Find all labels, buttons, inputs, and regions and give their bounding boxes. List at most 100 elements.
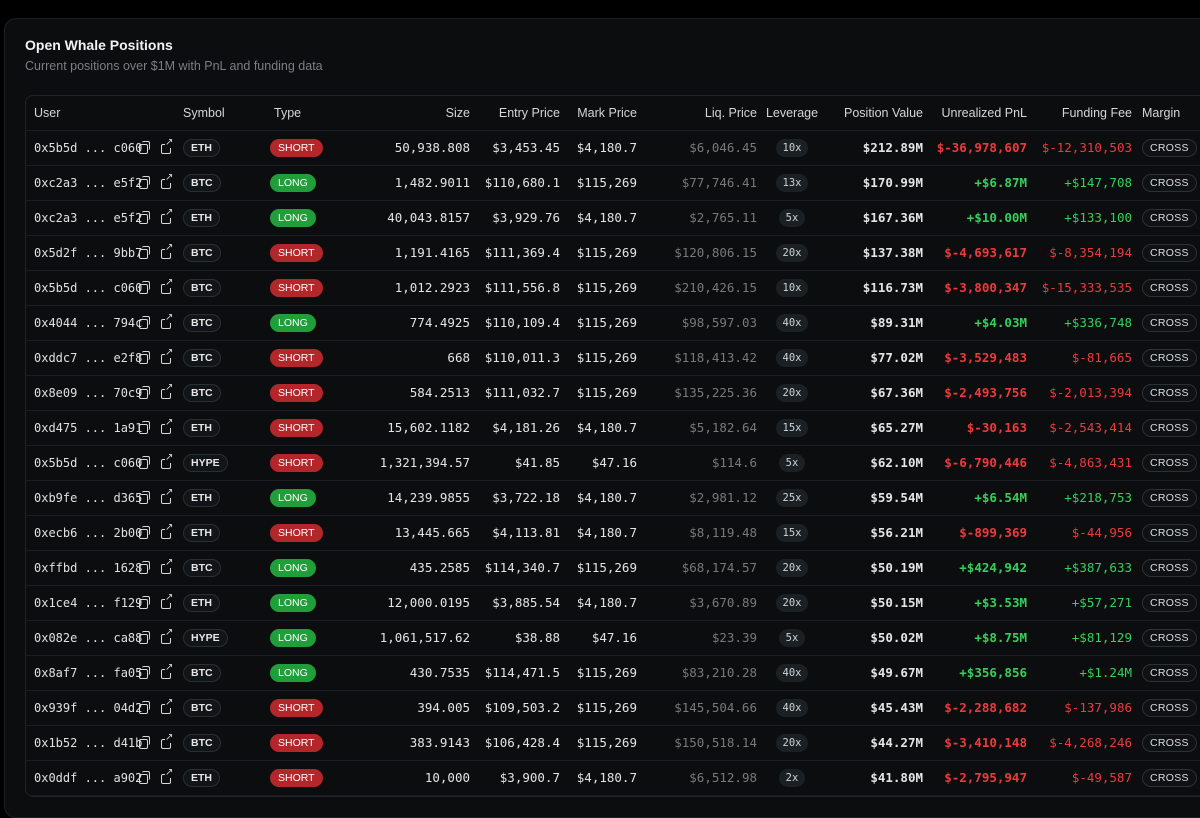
column-header-position-value[interactable]: Position Value [827, 96, 923, 131]
external-link-icon[interactable] [160, 242, 174, 260]
margin-badge: CROSS [1142, 768, 1197, 787]
copy-icon[interactable] [138, 595, 152, 610]
user-address[interactable]: 0x939f ... 04d2 [34, 700, 143, 715]
user-address[interactable]: 0x5b5d ... c060 [34, 140, 143, 155]
column-header-liq-price[interactable]: Liq. Price [637, 96, 757, 131]
table-row[interactable]: 0x1ce4 ... f129 ETH LONG 12,000.0195$3,885.… [26, 585, 1200, 621]
copy-icon[interactable] [138, 385, 152, 400]
user-address[interactable]: 0xb9fe ... d365 [34, 490, 143, 505]
size-cell: 1,191.4165 [352, 235, 470, 271]
user-address[interactable]: 0x8af7 ... fa05 [34, 665, 143, 680]
user-address[interactable]: 0xecb6 ... 2b00 [34, 525, 143, 540]
copy-icon[interactable] [138, 770, 152, 785]
user-address[interactable]: 0x1ce4 ... f129 [34, 595, 143, 610]
copy-icon[interactable] [138, 455, 152, 470]
external-link-icon[interactable] [160, 207, 174, 225]
external-link-icon[interactable] [160, 487, 174, 505]
copy-icon[interactable] [138, 140, 152, 155]
symbol-cell: ETH [183, 480, 270, 516]
table-row[interactable]: 0x5d2f ... 9bb7 BTC SHORT 1,191.4165$111,36… [26, 235, 1200, 271]
external-link-icon[interactable] [160, 137, 174, 155]
user-address[interactable]: 0xddc7 ... e2f8 [34, 350, 143, 365]
leverage-badge: 40x [775, 348, 809, 367]
column-header-margin[interactable]: Margin [1132, 96, 1200, 131]
table-row[interactable]: 0x082e ... ca88 HYPE LONG 1,061,517.62$38.8… [26, 620, 1200, 656]
column-header-user[interactable]: User [26, 96, 183, 131]
external-link-icon[interactable] [160, 172, 174, 190]
external-link-icon[interactable] [160, 662, 174, 680]
leverage-cell: 40x [757, 340, 827, 376]
copy-icon[interactable] [138, 175, 152, 190]
user-address[interactable]: 0xc2a3 ... e5f2 [34, 175, 143, 190]
user-address[interactable]: 0xc2a3 ... e5f2 [34, 210, 143, 225]
external-link-icon[interactable] [160, 522, 174, 540]
table-row[interactable]: 0xffbd ... 1628 BTC LONG 435.2585$114,340.7… [26, 550, 1200, 586]
table-row[interactable]: 0x0ddf ... a902 ETH SHORT 10,000$3,900.7$4,… [26, 760, 1200, 796]
copy-icon[interactable] [138, 315, 152, 330]
column-header-unrealized-pnl[interactable]: Unrealized PnL [923, 96, 1027, 131]
column-header-symbol[interactable]: Symbol [183, 96, 270, 131]
column-header-leverage[interactable]: Leverage [757, 96, 827, 131]
external-link-icon[interactable] [160, 732, 174, 750]
user-address[interactable]: 0x1b52 ... d41b [34, 735, 143, 750]
liq-price-cell: $120,806.15 [637, 235, 757, 271]
column-header-funding-fee[interactable]: Funding Fee [1027, 96, 1132, 131]
copy-icon[interactable] [138, 665, 152, 680]
copy-icon[interactable] [138, 245, 152, 260]
column-header-entry-price[interactable]: Entry Price [470, 96, 560, 131]
external-link-icon[interactable] [160, 347, 174, 365]
external-link-icon[interactable] [160, 557, 174, 575]
external-link-icon[interactable] [160, 592, 174, 610]
mark-price-cell: $4,180.7 [560, 760, 637, 796]
table-row[interactable]: 0x5b5d ... c060 HYPE SHORT 1,321,394.57$41.… [26, 445, 1200, 481]
funding-fee-cell: +$147,708 [1027, 165, 1132, 201]
table-row[interactable]: 0x5b5d ... c060 ETH SHORT 50,938.808$3,453.… [26, 130, 1200, 166]
external-link-icon[interactable] [160, 697, 174, 715]
table-row[interactable]: 0x4044 ... 794c BTC LONG 774.4925$110,109.4… [26, 305, 1200, 341]
table-row[interactable]: 0x939f ... 04d2 BTC SHORT 394.005$109,503.2… [26, 690, 1200, 726]
position-value-cell: $62.10M [827, 445, 923, 481]
copy-icon[interactable] [138, 630, 152, 645]
external-link-icon[interactable] [160, 312, 174, 330]
user-address[interactable]: 0x5b5d ... c060 [34, 280, 143, 295]
table-row[interactable]: 0xb9fe ... d365 ETH LONG 14,239.9855$3,722.… [26, 480, 1200, 516]
copy-icon[interactable] [138, 525, 152, 540]
table-row[interactable]: 0x8e09 ... 70c9 BTC SHORT 584.2513$111,032.… [26, 375, 1200, 411]
table-row[interactable]: 0xc2a3 ... e5f2 ETH LONG 40,043.8157$3,929.… [26, 200, 1200, 236]
type-cell: SHORT [270, 235, 352, 271]
user-address[interactable]: 0xd475 ... 1a91 [34, 420, 143, 435]
external-link-icon[interactable] [160, 452, 174, 470]
table-row[interactable]: 0xddc7 ... e2f8 BTC SHORT 668$110,011.3$115… [26, 340, 1200, 376]
table-row[interactable]: 0xecb6 ... 2b00 ETH SHORT 13,445.665$4,113.… [26, 515, 1200, 551]
external-link-icon[interactable] [160, 627, 174, 645]
table-row[interactable]: 0xc2a3 ... e5f2 BTC LONG 1,482.9011$110,680… [26, 165, 1200, 201]
user-address[interactable]: 0xffbd ... 1628 [34, 560, 143, 575]
copy-icon[interactable] [138, 735, 152, 750]
external-link-icon[interactable] [160, 417, 174, 435]
table-row[interactable]: 0xd475 ... 1a91 ETH SHORT 15,602.1182$4,181… [26, 410, 1200, 446]
copy-icon[interactable] [138, 210, 152, 225]
leverage-cell: 5x [757, 200, 827, 236]
copy-icon[interactable] [138, 700, 152, 715]
copy-icon[interactable] [138, 490, 152, 505]
external-link-icon[interactable] [160, 767, 174, 785]
user-cell: 0x5b5d ... c060 [26, 130, 183, 166]
table-row[interactable]: 0x5b5d ... c060 BTC SHORT 1,012.2923$111,55… [26, 270, 1200, 306]
table-row[interactable]: 0x1b52 ... d41b BTC SHORT 383.9143$106,428.… [26, 725, 1200, 761]
user-address[interactable]: 0x5d2f ... 9bb7 [34, 245, 143, 260]
column-header-size[interactable]: Size [352, 96, 470, 131]
user-address[interactable]: 0x0ddf ... a902 [34, 770, 143, 785]
user-address[interactable]: 0x4044 ... 794c [34, 315, 143, 330]
external-link-icon[interactable] [160, 277, 174, 295]
user-address[interactable]: 0x8e09 ... 70c9 [34, 385, 143, 400]
table-row[interactable]: 0x8af7 ... fa05 BTC LONG 430.7535$114,471.5… [26, 655, 1200, 691]
copy-icon[interactable] [138, 420, 152, 435]
column-header-mark-price[interactable]: Mark Price [560, 96, 637, 131]
column-header-type[interactable]: Type [270, 96, 352, 131]
external-link-icon[interactable] [160, 382, 174, 400]
copy-icon[interactable] [138, 280, 152, 295]
user-address[interactable]: 0x5b5d ... c060 [34, 455, 143, 470]
user-address[interactable]: 0x082e ... ca88 [34, 630, 143, 645]
copy-icon[interactable] [138, 350, 152, 365]
copy-icon[interactable] [138, 560, 152, 575]
